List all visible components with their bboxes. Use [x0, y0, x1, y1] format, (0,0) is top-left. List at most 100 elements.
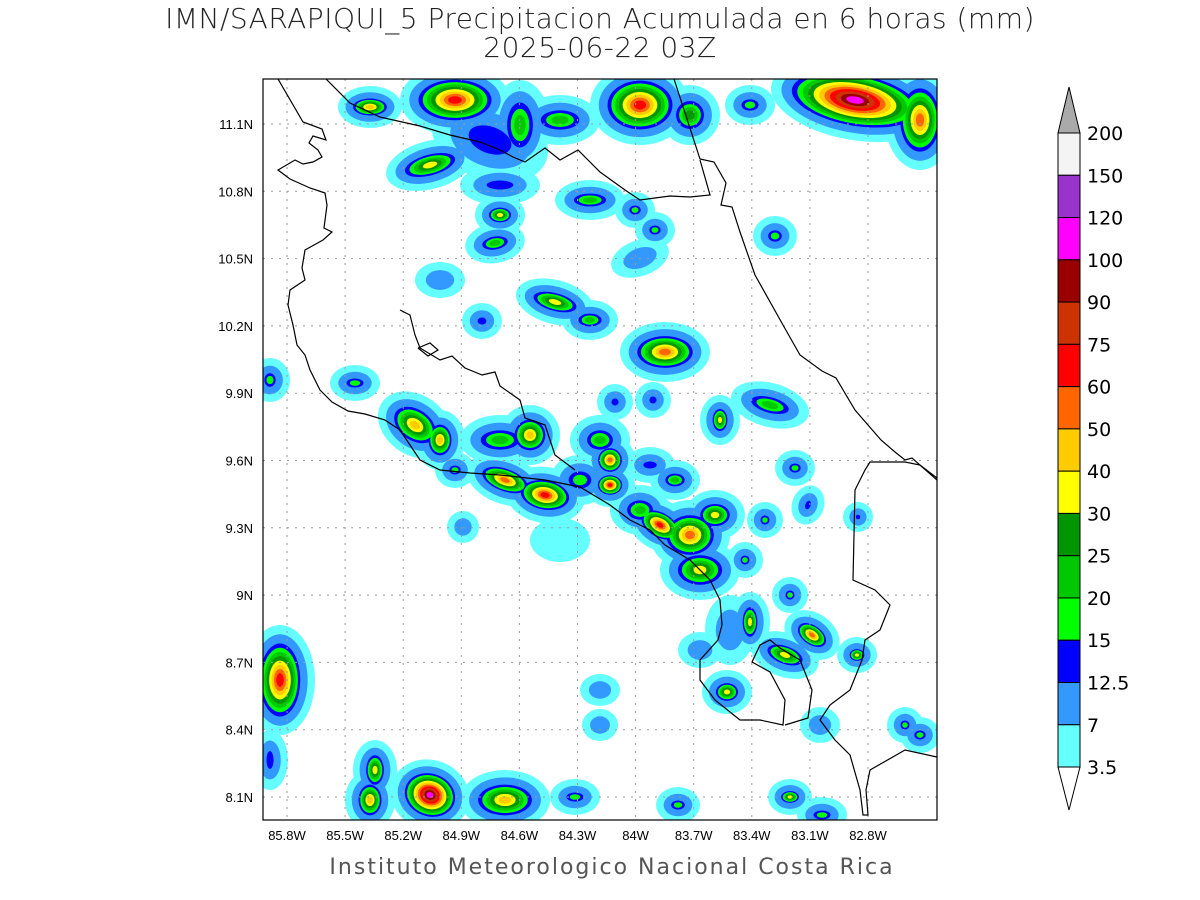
lat-tick-label: 9.3N [226, 521, 253, 536]
precip-contour [498, 796, 512, 804]
lat-tick-label: 8.1N [226, 790, 253, 805]
colorbar-label: 200 [1087, 123, 1123, 145]
lon-tick-label: 85.2W [384, 828, 422, 843]
precip-contour [611, 398, 619, 406]
precip-contour [673, 802, 683, 808]
lon-tick-label: 83.7W [675, 828, 713, 843]
lon-tick-label: 85.8W [268, 828, 306, 843]
precip-contour [266, 375, 274, 385]
colorbar-swatch [1057, 512, 1081, 557]
map-title: IMN/SARAPIQUI_5 Precipitacion Acumulada … [165, 2, 1035, 35]
precip-contour [715, 609, 745, 651]
precip-contour [486, 180, 514, 190]
precip-contour [747, 617, 753, 627]
colorbar-label: 7 [1087, 715, 1099, 737]
precip-contour [540, 492, 550, 498]
precip-contour [551, 115, 569, 125]
precip-contour [349, 380, 361, 386]
colorbar-swatch [1057, 386, 1081, 430]
precip-contour [643, 461, 657, 469]
colorbar-swatch [1057, 343, 1081, 388]
colorbar-swatch [1057, 217, 1081, 261]
colorbar-swatch [1057, 555, 1081, 599]
precip-contour [779, 652, 791, 658]
lon-tick-label: 84W [622, 828, 649, 843]
precip-contour [854, 653, 860, 657]
precip-contour [477, 317, 487, 325]
lat-tick-label: 9.6N [226, 454, 253, 469]
colorbar-label: 60 [1087, 377, 1111, 399]
precip-contour [787, 592, 793, 598]
colorbar-label: 50 [1087, 419, 1111, 441]
precip-contour [594, 435, 606, 445]
precip-contour [548, 299, 562, 305]
colorbar-label: 30 [1087, 503, 1111, 525]
colorbar-label: 40 [1087, 461, 1111, 483]
colorbar-swatch [1057, 174, 1081, 219]
lat-tick-label: 8.4N [226, 723, 253, 738]
precip-contour [514, 115, 526, 135]
precip-contour [372, 765, 378, 775]
precip-contour [526, 431, 534, 439]
lat-lon-grid [263, 79, 937, 820]
lon-tick-label: 85.5W [326, 828, 364, 843]
precip-contour [808, 715, 832, 735]
precipitation-field [263, 79, 937, 820]
precip-contour [787, 795, 793, 799]
precip-contour [590, 716, 610, 734]
precip-contour [365, 104, 375, 110]
latitude-labels: 11.1N 10.8N 10.5N 10.2N 9.9N 9.6N 9.3N 9N 8.7N 8.… [218, 117, 253, 805]
precip-contour [409, 420, 421, 430]
map-frame [262, 78, 938, 821]
colorbar-label: 12.5 [1087, 673, 1129, 695]
colorbar-label: 3.5 [1087, 757, 1117, 779]
coastline-segment [673, 79, 937, 481]
colorbar-label: 20 [1087, 588, 1111, 610]
precip-contour [607, 483, 613, 487]
lat-tick-label: 8.7N [226, 655, 253, 670]
colorbar-swatch [1057, 597, 1081, 641]
coastline-segment [325, 79, 711, 201]
footer-credit: Instituto Meteorologico Nacional Costa R… [329, 855, 895, 880]
precip-contour [816, 812, 828, 818]
precip-contour [623, 246, 657, 270]
precip-contour [607, 457, 613, 463]
precip-contour [915, 113, 925, 127]
longitude-labels: 85.8W 85.5W 85.2W 84.9W 84.6W 84.3W 84W 83.7W 83… [268, 828, 887, 843]
precip-contour [266, 751, 274, 769]
colorbar-swatch [1057, 639, 1081, 684]
precip-contour [448, 96, 462, 104]
precip-contour [489, 240, 501, 246]
colorbar-label: 75 [1087, 334, 1111, 356]
precip-contour [496, 212, 504, 218]
colorbar-swatch [1057, 301, 1081, 345]
precip-contour [437, 436, 443, 444]
coastline-segment [819, 461, 937, 816]
precip-contour [902, 722, 908, 728]
coastline-segment [276, 79, 786, 726]
precip-contour [367, 796, 373, 804]
precip-contour [770, 232, 780, 240]
precip-contour [500, 477, 510, 483]
precip-contour [791, 465, 799, 471]
colorbar-over-triangle [1057, 86, 1081, 134]
precip-contour [649, 396, 657, 404]
precip-contour [582, 197, 598, 203]
colorbar-label: 15 [1087, 630, 1111, 652]
precip-contour [710, 511, 720, 519]
lon-tick-label: 84.9W [443, 828, 481, 843]
lat-tick-label: 9N [236, 588, 253, 603]
precip-contour [651, 227, 659, 233]
precip-contour [685, 110, 695, 120]
precip-contour [762, 517, 768, 523]
colorbar-under-triangle [1057, 766, 1081, 811]
map-subtitle-datetime: 2025-06-22 03Z [483, 31, 717, 64]
precip-contour [761, 401, 779, 409]
colorbar-legend: 200 150 120 100 90 75 60 50 40 30 25 20 15 12.5 7 3.5 [1057, 86, 1129, 811]
lon-tick-label: 83.1W [791, 828, 829, 843]
precip-contour [916, 732, 924, 738]
lon-tick-label: 83.4W [733, 828, 771, 843]
colorbar-swatch [1057, 470, 1081, 514]
precip-contour [717, 416, 723, 424]
